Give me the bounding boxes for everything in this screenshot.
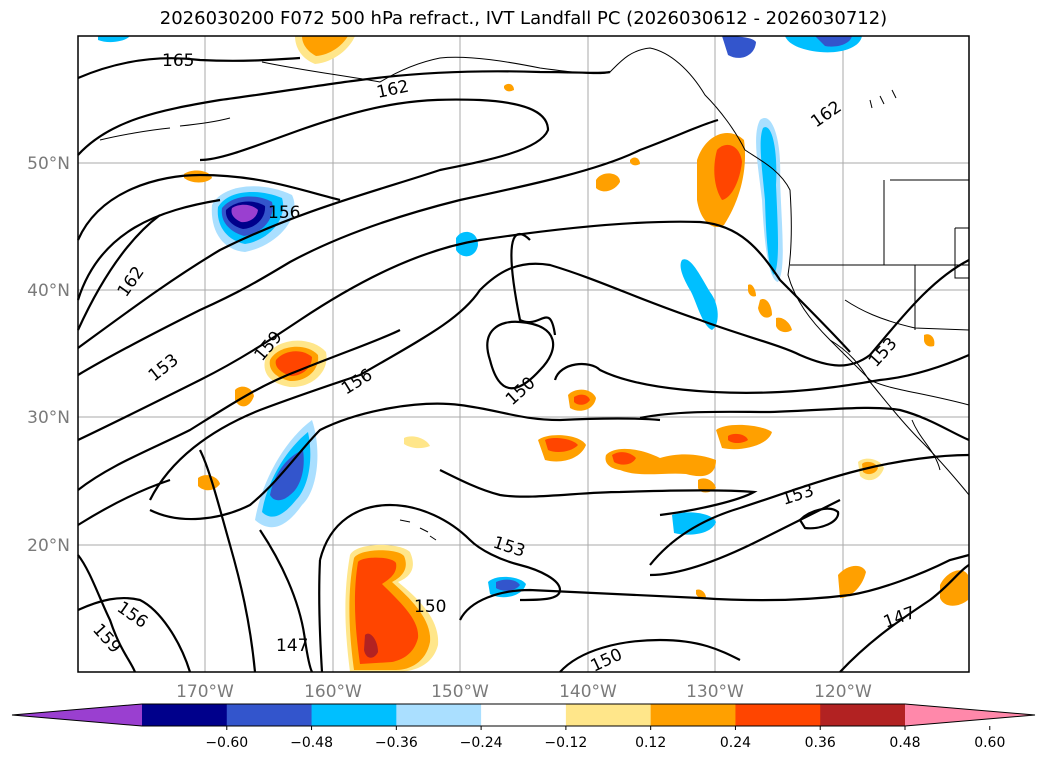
positive-anomaly <box>924 334 935 347</box>
positive-anomaly <box>748 284 756 297</box>
colorbar-tick-label: 0.48 <box>889 735 920 751</box>
negative-anomaly <box>815 36 852 47</box>
positive-anomaly <box>696 589 706 599</box>
colorbar-tick-label: 0.36 <box>805 735 836 751</box>
positive-anomaly <box>184 170 212 183</box>
positive-anomaly <box>302 36 348 56</box>
positive-anomaly <box>728 433 748 443</box>
contour-label: 156 <box>268 203 300 223</box>
positive-anomaly <box>776 317 792 333</box>
positive-anomaly <box>630 157 640 166</box>
negative-anomaly <box>98 36 130 43</box>
colorbar-tick-label: −0.36 <box>375 735 418 751</box>
latitude-label: 40°N <box>27 281 70 301</box>
colorbar-tick-label: −0.60 <box>205 735 248 751</box>
colorbar-tick-labels: −0.60 −0.48 −0.36 −0.24 −0.12 0.12 0.24 0.36 0.4… <box>205 726 1005 751</box>
positive-anomaly <box>714 144 742 200</box>
contour-label: 147 <box>276 636 308 656</box>
positive-anomaly <box>596 173 620 192</box>
colorbar-segment <box>820 704 906 726</box>
positive-anomaly <box>545 437 578 453</box>
negative-anomaly <box>680 259 718 330</box>
colorbar-segment <box>396 704 482 726</box>
colorbar-tick-label: 0.12 <box>635 735 666 751</box>
longitude-label: 160°W <box>304 682 362 702</box>
map-title: 2026030200 F072 500 hPa refract., IVT La… <box>159 8 888 29</box>
latitude-labels: 50°N 40°N 30°N 20°N <box>27 154 70 556</box>
positive-anomaly <box>838 565 866 598</box>
negative-anomaly <box>672 512 716 535</box>
positive-anomaly <box>574 394 590 405</box>
negative-anomaly <box>270 450 304 501</box>
negative-anomaly <box>456 231 478 257</box>
latitude-label: 30°N <box>27 408 70 428</box>
colorbar-extend-right <box>905 704 1035 726</box>
colorbar-outline <box>11 703 1036 727</box>
longitude-label: 150°W <box>431 682 489 702</box>
longitude-label: 170°W <box>176 682 234 702</box>
colorbar-segment <box>565 704 652 726</box>
positive-anomaly <box>758 299 772 318</box>
positive-anomaly <box>698 478 716 493</box>
contour-lines <box>76 56 970 673</box>
colorbar-segments <box>11 703 1036 727</box>
colorbar: −0.60 −0.48 −0.36 −0.24 −0.12 0.12 0.24 0.36 0.4… <box>11 703 1036 751</box>
colorbar-extend-left <box>12 704 142 726</box>
negative-anomaly <box>231 204 258 223</box>
colorbar-segment <box>226 704 313 726</box>
contour-label: 150 <box>414 597 446 617</box>
colorbar-segment <box>735 704 821 726</box>
colorbar-tick-label: 0.60 <box>974 735 1005 751</box>
positive-anomaly <box>940 570 968 606</box>
colorbar-segment <box>311 704 397 726</box>
positive-anomaly <box>198 475 220 491</box>
colorbar-tick-label: −0.48 <box>290 735 333 751</box>
map-panel <box>76 35 970 673</box>
longitude-label: 130°W <box>686 682 744 702</box>
longitude-label: 140°W <box>559 682 617 702</box>
colorbar-tick-label: 0.24 <box>720 735 751 751</box>
contour-label: 165 <box>162 51 194 71</box>
negative-anomaly <box>496 579 520 591</box>
longitude-label: 120°W <box>814 682 872 702</box>
longitude-labels: 170°W 160°W 150°W 140°W 130°W 120°W <box>176 682 872 702</box>
latitude-label: 50°N <box>27 154 70 174</box>
negative-anomaly <box>760 127 778 276</box>
colorbar-segment <box>650 704 736 726</box>
latitude-label: 20°N <box>27 536 70 556</box>
colorbar-tick-label: −0.12 <box>544 735 587 751</box>
colorbar-segment <box>481 704 567 726</box>
positive-anomaly <box>504 83 514 92</box>
negative-anomaly <box>722 36 756 58</box>
positive-anomaly <box>612 452 636 465</box>
positive-anomaly <box>364 633 378 658</box>
colorbar-tick-label: −0.24 <box>460 735 503 751</box>
positive-anomaly <box>404 436 430 449</box>
colorbar-segment <box>142 704 228 726</box>
